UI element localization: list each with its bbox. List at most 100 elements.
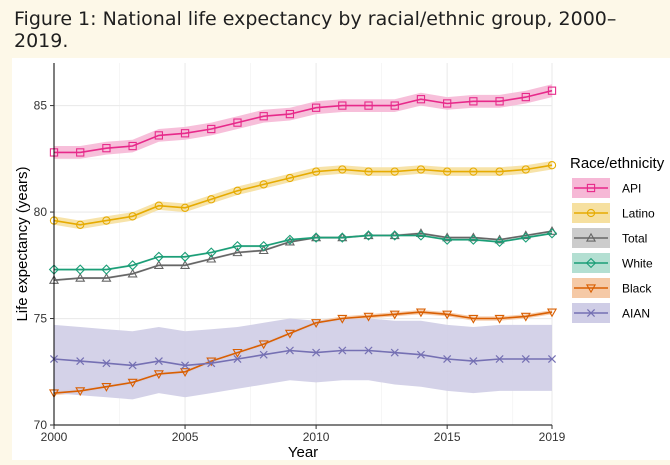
data-point-api: [469, 97, 478, 106]
data-point-api: [443, 99, 452, 108]
data-point-api: [102, 144, 111, 153]
data-point-aian: [181, 361, 190, 370]
data-point-latino: [547, 161, 557, 170]
figure-caption: Figure 1: National life expectancy by ra…: [0, 0, 670, 52]
legend-label-aian: AIAN: [622, 307, 650, 321]
data-point-white: [441, 234, 453, 245]
y-tick-label: 75: [34, 312, 48, 326]
data-point-black: [468, 314, 479, 324]
data-point-latino: [338, 165, 347, 174]
data-point-aian: [364, 346, 373, 355]
ci-band-api: [54, 84, 552, 159]
caption-text: Figure 1: National life expectancy by ra…: [14, 8, 617, 52]
y-axis-title: Life expectancy (years): [14, 166, 31, 321]
data-point-total: [258, 245, 269, 255]
data-point-aian: [128, 361, 137, 370]
data-point-total: [206, 253, 217, 263]
life-expectancy-chart: 2000 2005 2010 2015 2019 70 75 80 85 Year Life exp…: [14, 63, 665, 461]
legend-marker-white: [585, 257, 597, 269]
data-point-api: [233, 118, 242, 127]
data-point-total: [75, 272, 86, 282]
legend-label-api: API: [622, 182, 641, 196]
data-point-aian: [76, 357, 85, 366]
data-point-latino: [364, 167, 373, 176]
data-point-black: [546, 308, 558, 318]
data-point-aian: [154, 357, 163, 366]
legend-label-white: White: [622, 257, 653, 271]
data-point-white: [494, 236, 505, 248]
data-point-black: [180, 368, 191, 377]
data-point-black: [284, 329, 295, 339]
data-point-white: [153, 251, 165, 262]
data-point-black: [363, 312, 374, 322]
data-point-white: [363, 230, 374, 241]
data-point-aian: [547, 354, 557, 364]
data-point-black: [520, 312, 531, 322]
series-line-latino: [53, 164, 553, 226]
data-point-latino: [154, 201, 163, 210]
x-tick-label: 2019: [539, 430, 566, 444]
data-point-black: [415, 308, 426, 318]
ci-band-aian: [54, 318, 552, 400]
x-tick-label: 2010: [303, 430, 330, 444]
legend-marker-total: [585, 232, 597, 242]
data-point-api: [207, 124, 216, 134]
data-point-aian: [443, 354, 452, 364]
data-point-total: [127, 268, 138, 278]
legend-item-black: Black: [572, 278, 652, 298]
x-tick-label: 2000: [41, 430, 68, 444]
data-point-latino: [390, 167, 399, 176]
data-point-aian: [495, 354, 504, 364]
data-point-white: [468, 234, 479, 245]
legend-marker-latino: [586, 208, 596, 218]
data-point-aian: [207, 359, 216, 368]
data-point-api: [521, 92, 530, 102]
data-point-black: [127, 378, 138, 388]
data-point-aian: [469, 357, 478, 366]
data-point-white: [520, 232, 531, 243]
data-point-white: [179, 251, 191, 262]
data-point-black: [311, 319, 322, 328]
data-point-white: [310, 232, 322, 243]
data-point-white: [101, 264, 112, 275]
series-line-aian: [53, 349, 552, 367]
data-point-latino: [495, 167, 504, 176]
legend-item-latino: Latino: [572, 203, 655, 223]
data-point-black: [337, 314, 348, 324]
data-point-black: [494, 314, 505, 324]
data-point-aian: [102, 359, 111, 368]
data-point-aian: [233, 354, 242, 364]
data-point-api: [338, 101, 347, 110]
data-point-aian: [338, 346, 347, 355]
data-point-latino: [259, 180, 268, 189]
data-point-aian: [390, 348, 399, 357]
data-point-latino: [128, 212, 137, 221]
data-point-aian: [312, 348, 321, 357]
data-point-api: [390, 101, 399, 110]
data-point-api: [547, 86, 557, 95]
data-point-api: [495, 97, 504, 106]
series-line-black: [53, 311, 553, 394]
data-point-white: [337, 232, 348, 243]
data-point-total: [232, 247, 243, 257]
data-point-black: [75, 387, 86, 397]
data-point-black: [232, 348, 243, 358]
data-point-latino: [443, 167, 452, 176]
data-point-white: [75, 264, 86, 275]
x-axis-title: Year: [288, 444, 318, 460]
x-tick-label: 2015: [434, 430, 461, 444]
data-point-white: [258, 240, 269, 252]
data-point-white: [127, 260, 138, 271]
series-line-total: [53, 230, 553, 281]
legend-title: Race/ethnicity: [570, 155, 665, 172]
y-tick-label: 80: [34, 205, 48, 219]
data-point-white: [389, 230, 400, 241]
data-point-white: [284, 234, 296, 245]
data-point-black: [153, 370, 164, 380]
legend-label-total: Total: [622, 232, 647, 246]
legend-marker-api: [586, 183, 596, 193]
data-point-api: [285, 109, 295, 119]
data-point-aian: [521, 354, 530, 364]
data-point-white: [415, 230, 427, 241]
data-point-api: [311, 103, 321, 112]
